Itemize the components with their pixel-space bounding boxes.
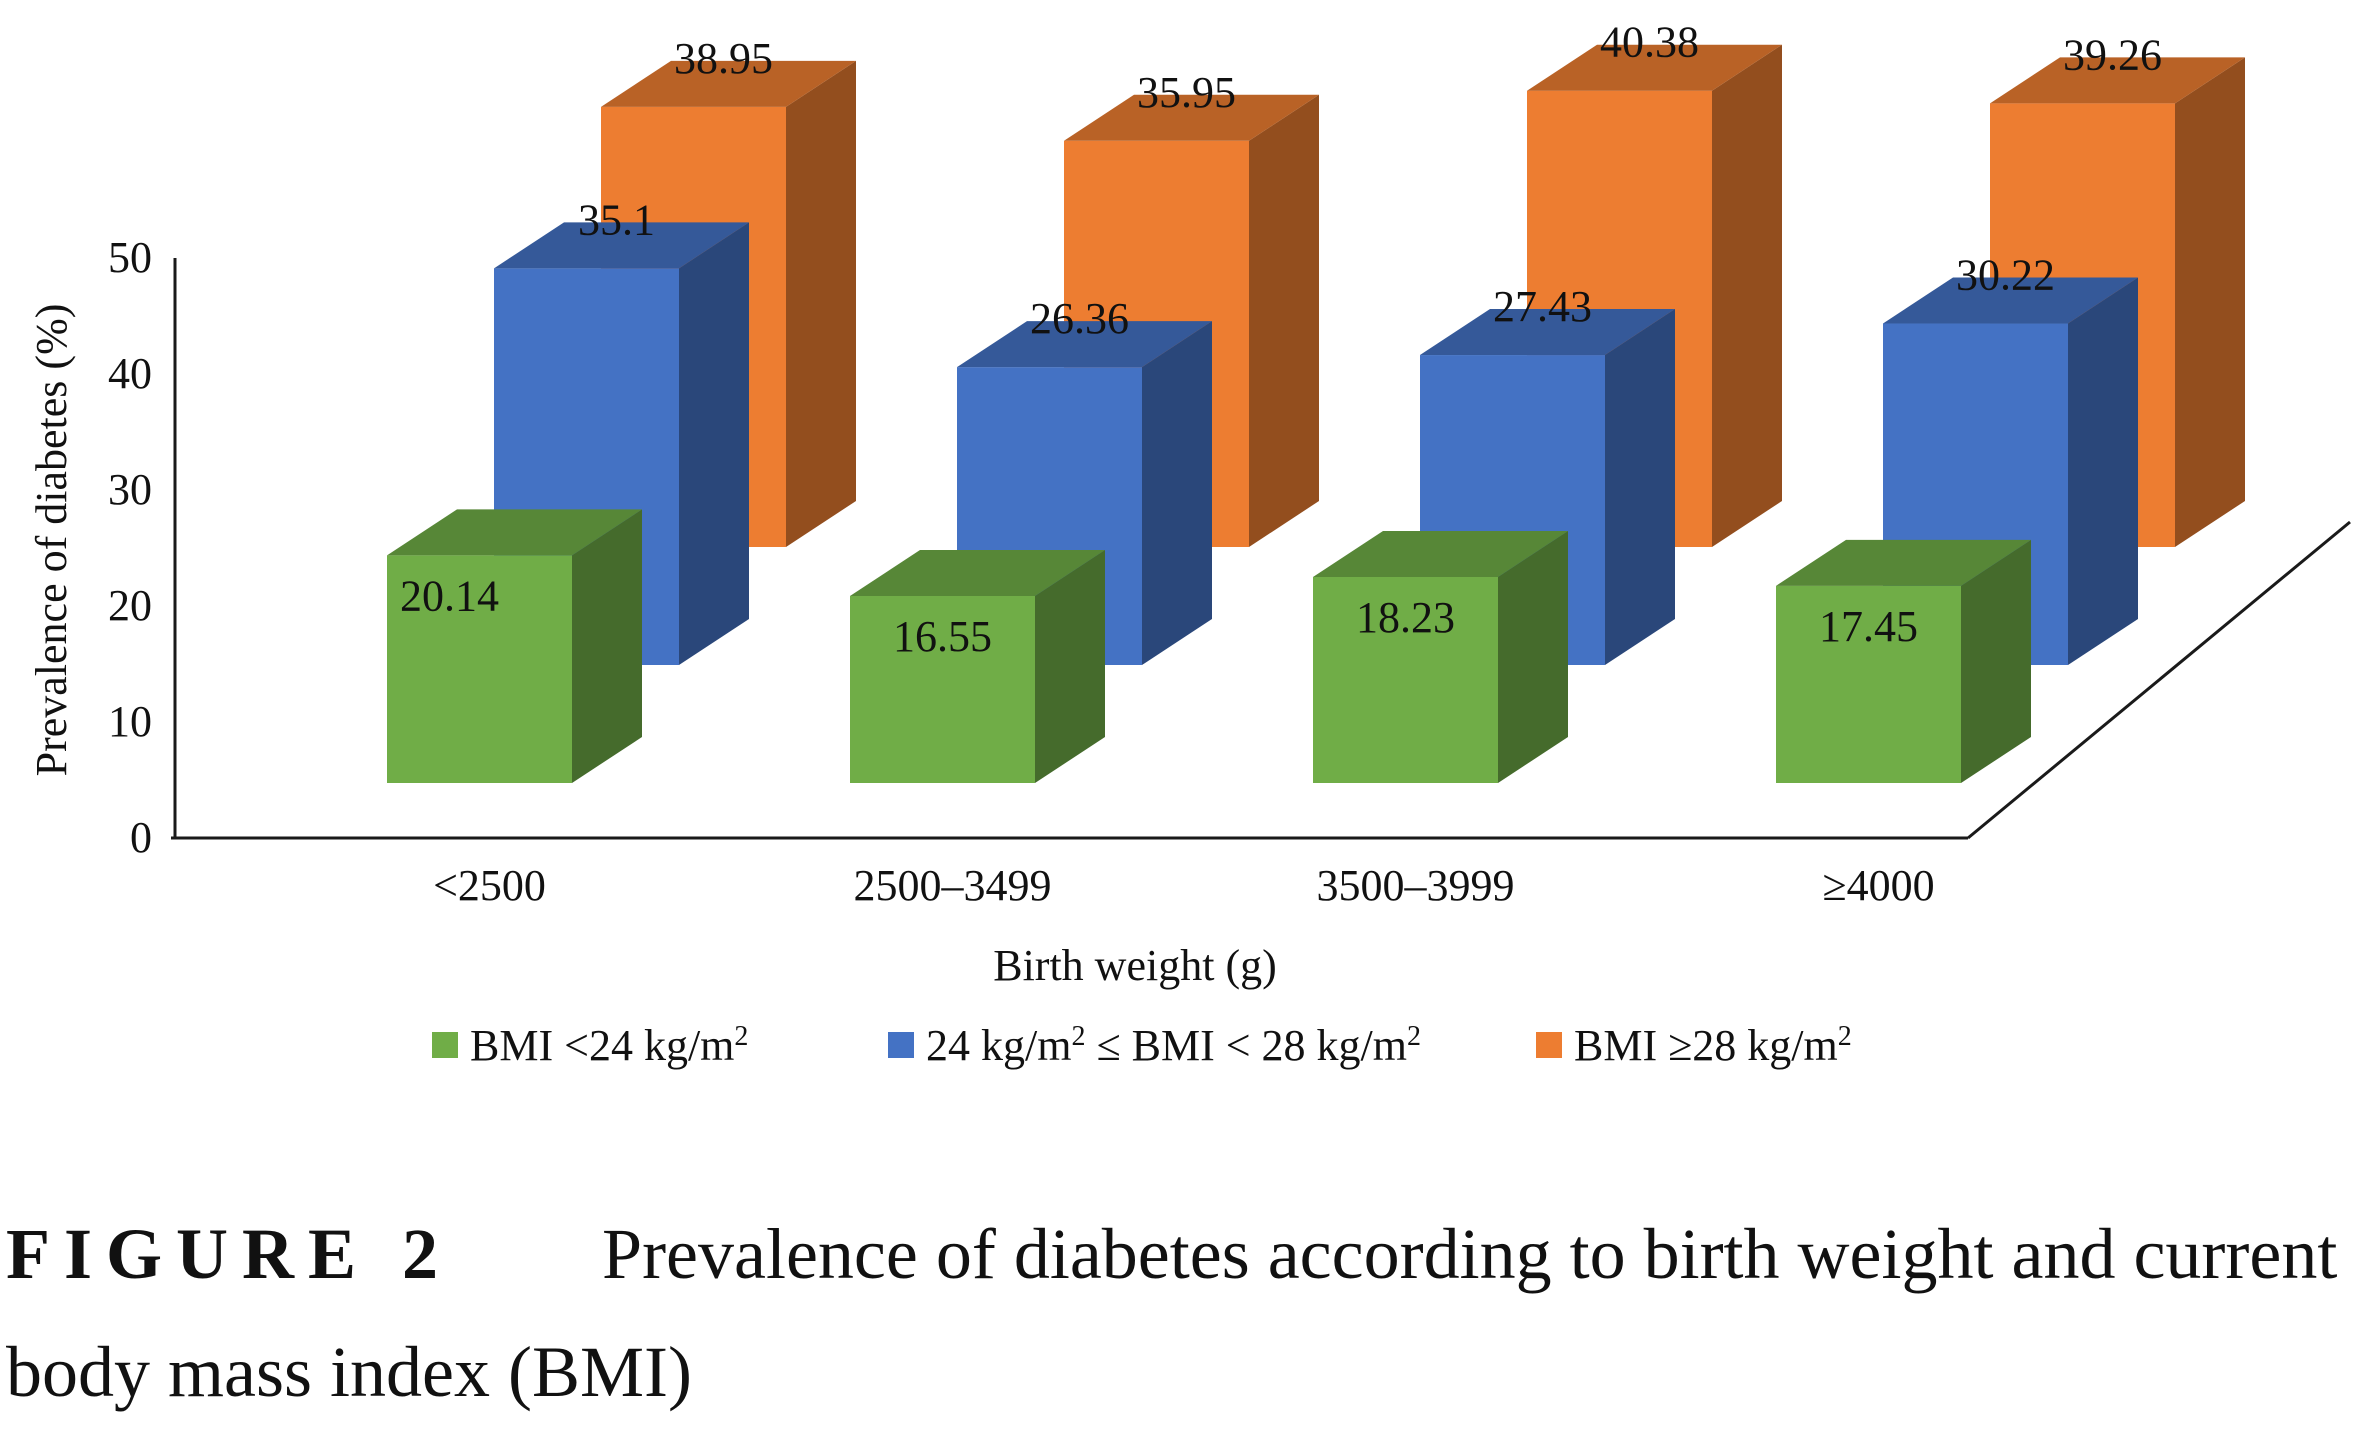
bar-top-face (1776, 539, 2031, 586)
figure-caption-text: Prevalence of diabetes according to birt… (6, 1214, 2338, 1412)
legend-label: 24 kg/m2 ≤ BMI < 28 kg/m2 (926, 1021, 1421, 1071)
x-tick-label: 3500–3999 (1317, 861, 1515, 910)
bars-layer (387, 44, 2245, 783)
bar-top-face (1420, 309, 1675, 356)
bar-bmi-lt24-1 (850, 549, 1105, 783)
data-label: 20.14 (400, 571, 499, 620)
bar-side-face (786, 60, 856, 548)
bar-side-face (1605, 309, 1675, 665)
bar-side-face (679, 222, 749, 665)
x-tick-label: 2500–3499 (854, 861, 1052, 910)
data-label: 26.36 (1030, 294, 1129, 343)
bar-side-face (2068, 277, 2138, 665)
bar-top-face (387, 509, 642, 556)
data-label: 17.45 (1819, 602, 1918, 651)
x-tick-label: <2500 (433, 861, 546, 910)
y-tick-label: 20 (108, 581, 152, 630)
legend-item-bmi-24-28: 24 kg/m2 ≤ BMI < 28 kg/m2 (888, 1021, 1421, 1071)
bar-front-face (1776, 585, 1961, 783)
y-tick-label: 10 (108, 697, 152, 746)
legend-layer: BMI <24 kg/m2 24 kg/m2 ≤ BMI < 28 kg/m2 BM… (432, 1021, 1852, 1071)
data-label: 40.38 (1600, 18, 1699, 67)
data-label: 35.1 (578, 195, 655, 244)
bar-top-face (1313, 531, 1568, 578)
y-tick-label: 40 (108, 349, 152, 398)
bar-side-face (2175, 57, 2245, 547)
bar-side-face (572, 509, 642, 783)
legend-swatch (888, 1032, 914, 1058)
bar-side-face (1035, 549, 1105, 783)
bar-bmi-lt24-0 (387, 509, 642, 783)
bar-bmi-lt24-3 (1776, 539, 2031, 783)
y-tick-label: 50 (108, 233, 152, 282)
legend-label: BMI <24 kg/m2 (470, 1021, 748, 1071)
legend-swatch (432, 1032, 458, 1058)
bar-top-face (601, 60, 856, 107)
data-label: 27.43 (1493, 282, 1592, 331)
legend-item-bmi-ge28: BMI ≥28 kg/m2 (1536, 1021, 1852, 1071)
bar-side-face (1249, 94, 1319, 547)
bar-top-face (1527, 44, 1782, 91)
bar-top-face (1990, 57, 2245, 104)
y-tick-label: 0 (130, 813, 152, 862)
legend-swatch (1536, 1032, 1562, 1058)
bar-top-face (1883, 277, 2138, 324)
axes-layer: 0 10 20 30 40 50 Prevalence of diabetes (%) <25… (27, 233, 2351, 990)
bar-front-face (387, 555, 572, 783)
labels-layer: 38.95 35.95 40.38 39.26 35.1 26.36 27.43 30.22 2… (400, 18, 2162, 661)
data-label: 35.95 (1137, 68, 1236, 117)
bar-bmi-lt24-2 (1313, 531, 1568, 783)
y-axis-title: Prevalence of diabetes (%) (27, 304, 76, 777)
bar-front-face (1313, 577, 1498, 783)
figure-caption: FIGURE 2 Prevalence of diabetes according… (6, 1195, 2346, 1431)
legend-item-bmi-lt24: BMI <24 kg/m2 (432, 1021, 748, 1071)
bar-top-face (957, 321, 1212, 368)
x-axis-title: Birth weight (g) (993, 941, 1277, 990)
data-label: 39.26 (2063, 30, 2162, 79)
bar-side-face (1142, 321, 1212, 665)
x-tick-label: ≥4000 (1822, 861, 1934, 910)
data-label: 38.95 (674, 34, 773, 83)
data-label: 16.55 (893, 612, 992, 661)
bar-top-face (494, 222, 749, 269)
legend-label: BMI ≥28 kg/m2 (1574, 1021, 1852, 1071)
bar-side-face (1961, 539, 2031, 783)
data-label: 18.23 (1356, 593, 1455, 642)
floor-depth-line (1967, 520, 2351, 840)
bar-front-face (850, 595, 1035, 783)
bar-top-face (1064, 94, 1319, 141)
bar-top-face (850, 549, 1105, 596)
y-tick-label: 30 (108, 465, 152, 514)
figure-label: FIGURE 2 (6, 1214, 453, 1294)
bar-side-face (1712, 44, 1782, 548)
data-label: 30.22 (1956, 251, 2055, 300)
bar-side-face (1498, 531, 1568, 783)
chart: 0 10 20 30 40 50 Prevalence of diabetes (%) <25… (27, 18, 2351, 1071)
